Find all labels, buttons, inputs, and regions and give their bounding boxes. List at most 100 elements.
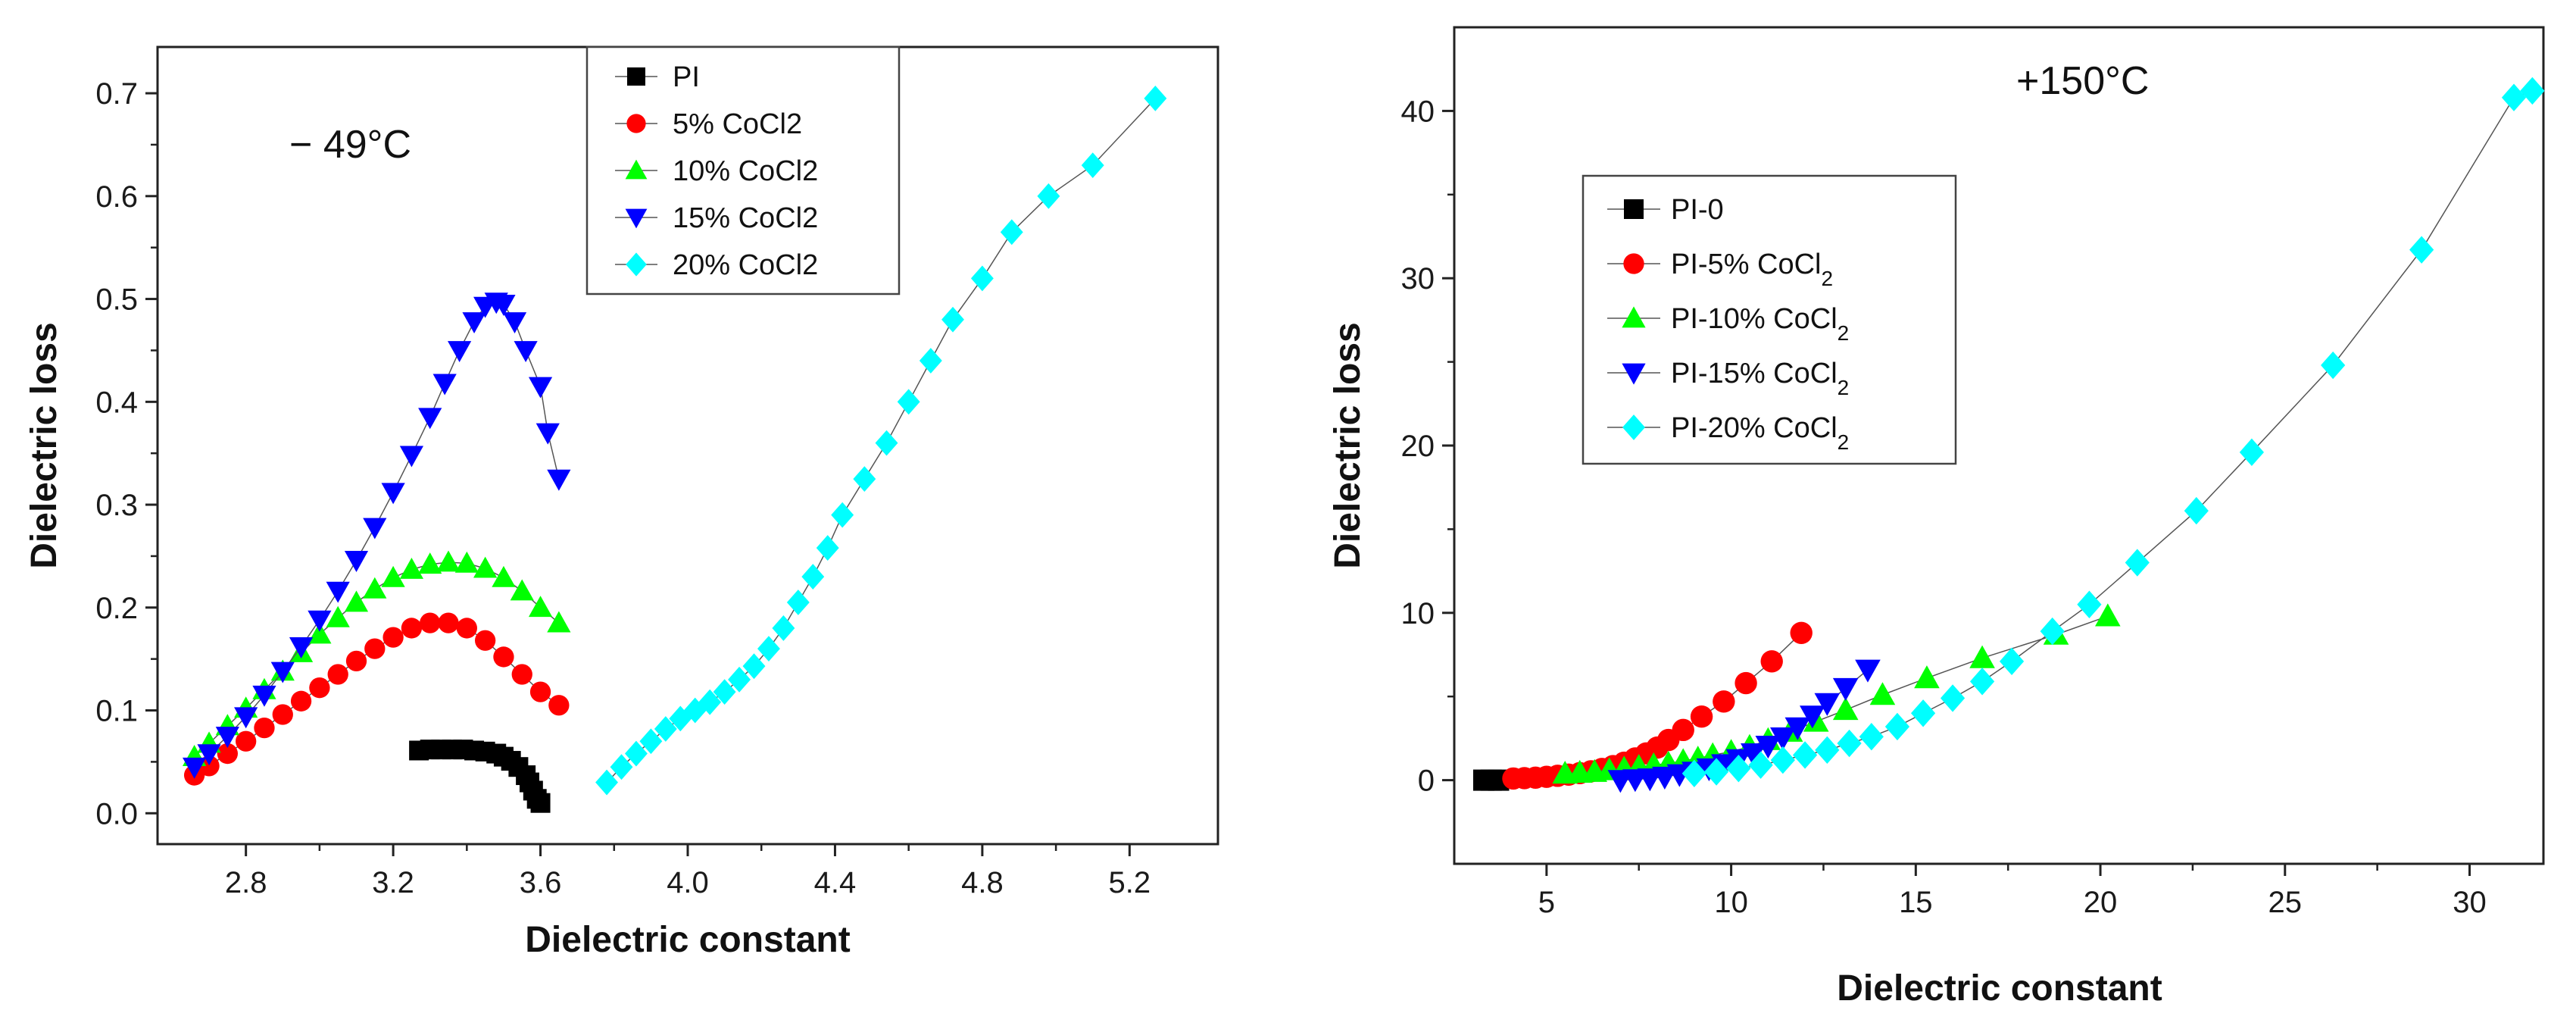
data-point	[1748, 751, 1773, 779]
data-point	[326, 581, 350, 603]
data-point	[529, 681, 551, 702]
data-point	[183, 757, 207, 779]
data-point	[1000, 219, 1023, 246]
data-point	[772, 615, 795, 641]
data-point	[418, 552, 442, 574]
data-point	[2040, 617, 2065, 646]
data-point	[502, 312, 527, 334]
data-point	[473, 556, 498, 578]
legend-marker	[627, 67, 645, 86]
data-point	[1869, 682, 1896, 705]
data-point	[1792, 741, 1818, 769]
data-point	[1741, 743, 1766, 767]
data-point	[382, 627, 404, 648]
data-point	[1672, 718, 1694, 742]
data-point	[418, 408, 442, 430]
y-axis-ticks: 0.0 0.1 0.2 0.3 0.4 0.5 0.6 0.7	[95, 77, 158, 830]
x-axis-ticks: 2.8 3.2 3.6 4.0 4.4 4.8 5.2	[225, 844, 1151, 899]
data-point	[528, 377, 553, 399]
data-point	[236, 730, 257, 752]
legend-marker	[1622, 363, 1646, 385]
data-point	[1837, 729, 1862, 758]
data-point	[530, 793, 551, 813]
data-point	[2520, 77, 2545, 105]
data-point	[363, 518, 387, 540]
x-axis-ticks: 5 10 15 20 25 30	[1538, 864, 2487, 919]
data-point	[363, 577, 387, 599]
y-tick-label: 0	[1418, 765, 1435, 798]
data-point	[1914, 665, 1940, 689]
legend-marker	[625, 208, 648, 229]
data-point	[1910, 699, 1936, 727]
y-tick-label: 0.1	[95, 695, 138, 728]
x-tick-label: 3.6	[520, 866, 562, 899]
legend-box	[1582, 174, 1957, 465]
data-point	[1037, 183, 1060, 209]
x-axis-title: Dielectric constant	[525, 920, 850, 960]
data-point	[528, 596, 553, 618]
data-point	[1859, 722, 1884, 751]
data-point	[853, 466, 876, 493]
data-point	[381, 565, 405, 587]
data-point	[2077, 590, 2102, 618]
data-point	[1832, 697, 1859, 721]
y-tick-label: 0.6	[95, 180, 138, 214]
data-point	[308, 622, 332, 644]
data-point	[1760, 650, 1783, 673]
data-point	[654, 716, 677, 742]
data-point	[234, 707, 258, 729]
data-point	[492, 295, 516, 316]
y-axis-title: Dielectric loss	[24, 322, 64, 569]
data-point	[1815, 736, 1840, 765]
data-point	[1855, 659, 1881, 683]
series-3	[183, 292, 571, 779]
x-axis-title: Dielectric constant	[1837, 968, 2162, 1009]
data-point	[1784, 717, 1811, 740]
data-point	[713, 679, 736, 705]
x-tick-label: 5.2	[1109, 866, 1151, 899]
legend-label: 20% CoCl2	[673, 249, 818, 281]
y-tick-label: 0.2	[95, 592, 138, 625]
legend-label: 15% CoCl2	[673, 202, 818, 234]
legend-label: 10% CoCl2	[673, 155, 818, 187]
data-point	[432, 374, 457, 396]
series-4	[595, 85, 1167, 796]
x-tick-label: 10	[1714, 886, 1748, 919]
data-point	[595, 769, 619, 796]
data-point	[399, 557, 424, 579]
series-4	[1681, 77, 2545, 787]
data-point	[669, 705, 692, 732]
data-point	[1755, 736, 1781, 759]
x-tick-label: 3.2	[372, 866, 414, 899]
data-point	[1832, 677, 1859, 701]
data-point	[624, 740, 648, 767]
data-point	[510, 579, 534, 601]
data-point	[401, 618, 423, 639]
y-tick-label: 30	[1401, 262, 1435, 296]
data-point	[252, 685, 276, 707]
data-point	[683, 697, 707, 724]
data-point	[364, 638, 386, 659]
data-point	[1770, 727, 1796, 751]
data-point	[816, 535, 839, 561]
data-point	[2409, 236, 2434, 264]
data-point	[941, 306, 964, 333]
data-point	[547, 469, 571, 491]
data-point	[698, 689, 722, 715]
data-point	[757, 636, 780, 662]
x-tick-label: 4.4	[814, 866, 857, 899]
data-point	[1652, 766, 1678, 790]
y-axis-title: Dielectric loss	[1328, 322, 1368, 569]
data-point	[535, 423, 560, 445]
chart-left: 2.8 3.2 3.6 4.0 4.4 4.8 5.2 0.0 0.1 0.2 0.3 0.4 0.5…	[24, 45, 1219, 960]
data-point	[2125, 549, 2150, 577]
data-point	[831, 502, 854, 528]
temperature-label: − 49°C	[289, 123, 411, 167]
data-point	[493, 646, 514, 668]
legend: PI 5% CoCl2 10% CoCl2 15% CoCl2 20% CoCl2	[585, 45, 901, 296]
data-point	[270, 662, 295, 683]
y-tick-label: 0.5	[95, 283, 138, 317]
data-point	[639, 728, 663, 755]
data-point	[2095, 603, 2121, 627]
